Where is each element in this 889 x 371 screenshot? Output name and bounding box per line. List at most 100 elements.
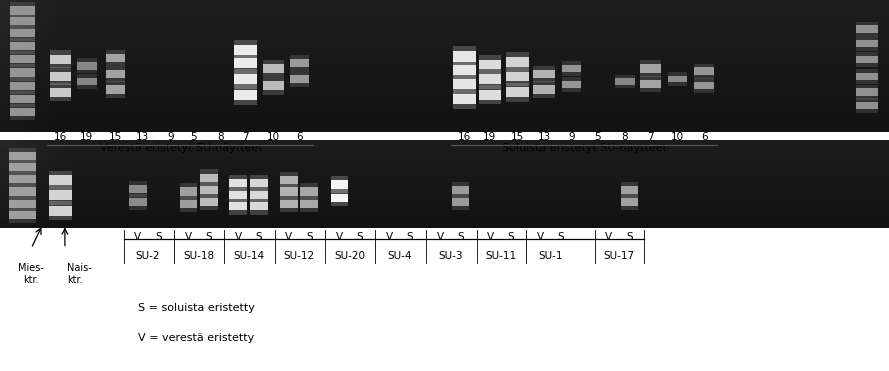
- Bar: [668, 76, 687, 82]
- Bar: [507, 67, 528, 86]
- Bar: [290, 59, 309, 67]
- Bar: [49, 190, 72, 200]
- Bar: [479, 55, 501, 74]
- Bar: [50, 72, 71, 81]
- Bar: [10, 64, 35, 81]
- Bar: [856, 69, 878, 84]
- Bar: [452, 194, 469, 210]
- Text: Soluista eristetyt SU-näytteet: Soluista eristetyt SU-näytteet: [501, 144, 667, 153]
- Bar: [280, 200, 298, 208]
- Bar: [180, 196, 197, 212]
- Bar: [77, 78, 97, 85]
- Bar: [856, 102, 878, 109]
- Text: SU-20: SU-20: [334, 251, 365, 261]
- Bar: [290, 75, 309, 83]
- Bar: [10, 95, 35, 103]
- Bar: [453, 65, 476, 75]
- Bar: [229, 191, 247, 199]
- Text: S: S: [457, 233, 464, 242]
- Bar: [77, 58, 97, 73]
- Bar: [10, 17, 35, 25]
- Text: 8: 8: [621, 132, 629, 142]
- Bar: [507, 52, 528, 72]
- Bar: [856, 25, 878, 33]
- Bar: [621, 186, 638, 194]
- Text: V: V: [235, 233, 242, 242]
- Bar: [77, 74, 97, 89]
- Bar: [479, 60, 501, 69]
- Bar: [533, 66, 555, 82]
- Bar: [507, 82, 528, 102]
- Bar: [280, 172, 298, 188]
- Bar: [856, 52, 878, 67]
- Bar: [562, 61, 581, 76]
- Text: S: S: [356, 233, 364, 242]
- Text: 5: 5: [594, 132, 601, 142]
- Bar: [49, 175, 72, 185]
- Bar: [129, 181, 147, 197]
- Text: V: V: [537, 233, 544, 242]
- Bar: [9, 175, 36, 183]
- Bar: [452, 182, 469, 198]
- Bar: [10, 6, 35, 14]
- Text: SU-18: SU-18: [183, 251, 214, 261]
- Text: S: S: [255, 233, 262, 242]
- Bar: [615, 75, 635, 88]
- Bar: [263, 64, 284, 73]
- Bar: [10, 13, 35, 29]
- Bar: [9, 196, 36, 212]
- Bar: [640, 76, 661, 92]
- Bar: [229, 187, 247, 203]
- Bar: [10, 78, 35, 94]
- Text: 6: 6: [296, 132, 303, 142]
- Bar: [694, 78, 714, 93]
- Bar: [250, 187, 268, 203]
- Text: 7: 7: [647, 132, 654, 142]
- Bar: [562, 65, 581, 72]
- Bar: [280, 187, 298, 196]
- Bar: [106, 50, 125, 66]
- Text: 13: 13: [538, 132, 550, 142]
- Bar: [129, 185, 147, 193]
- Bar: [129, 198, 147, 206]
- Bar: [49, 206, 72, 216]
- Text: 13: 13: [136, 132, 148, 142]
- Bar: [106, 66, 125, 82]
- Bar: [621, 194, 638, 210]
- Bar: [200, 198, 218, 206]
- Bar: [533, 70, 555, 78]
- Bar: [694, 64, 714, 79]
- Bar: [49, 171, 72, 190]
- Text: V: V: [487, 233, 494, 242]
- Bar: [250, 179, 268, 187]
- Text: SU-12: SU-12: [284, 251, 315, 261]
- Bar: [453, 79, 476, 89]
- Bar: [50, 50, 71, 68]
- Bar: [479, 69, 501, 89]
- Bar: [9, 207, 36, 223]
- Bar: [200, 174, 218, 182]
- Text: SU-11: SU-11: [485, 251, 517, 261]
- Text: 6: 6: [701, 132, 708, 142]
- Text: 15: 15: [511, 132, 524, 142]
- Text: S: S: [557, 233, 565, 242]
- Bar: [234, 40, 257, 60]
- Bar: [280, 196, 298, 212]
- Text: SU-17: SU-17: [604, 251, 635, 261]
- Text: S: S: [406, 233, 413, 242]
- Bar: [694, 68, 714, 75]
- Bar: [621, 182, 638, 198]
- Bar: [453, 93, 476, 104]
- Text: 19: 19: [80, 132, 92, 142]
- Bar: [106, 70, 125, 78]
- Bar: [50, 88, 71, 96]
- Text: S: S: [306, 233, 313, 242]
- Bar: [250, 175, 268, 191]
- Text: V: V: [386, 233, 393, 242]
- Bar: [234, 85, 257, 105]
- Bar: [856, 85, 878, 99]
- Bar: [229, 179, 247, 187]
- Bar: [200, 186, 218, 194]
- Bar: [200, 182, 218, 198]
- Text: V: V: [134, 233, 141, 242]
